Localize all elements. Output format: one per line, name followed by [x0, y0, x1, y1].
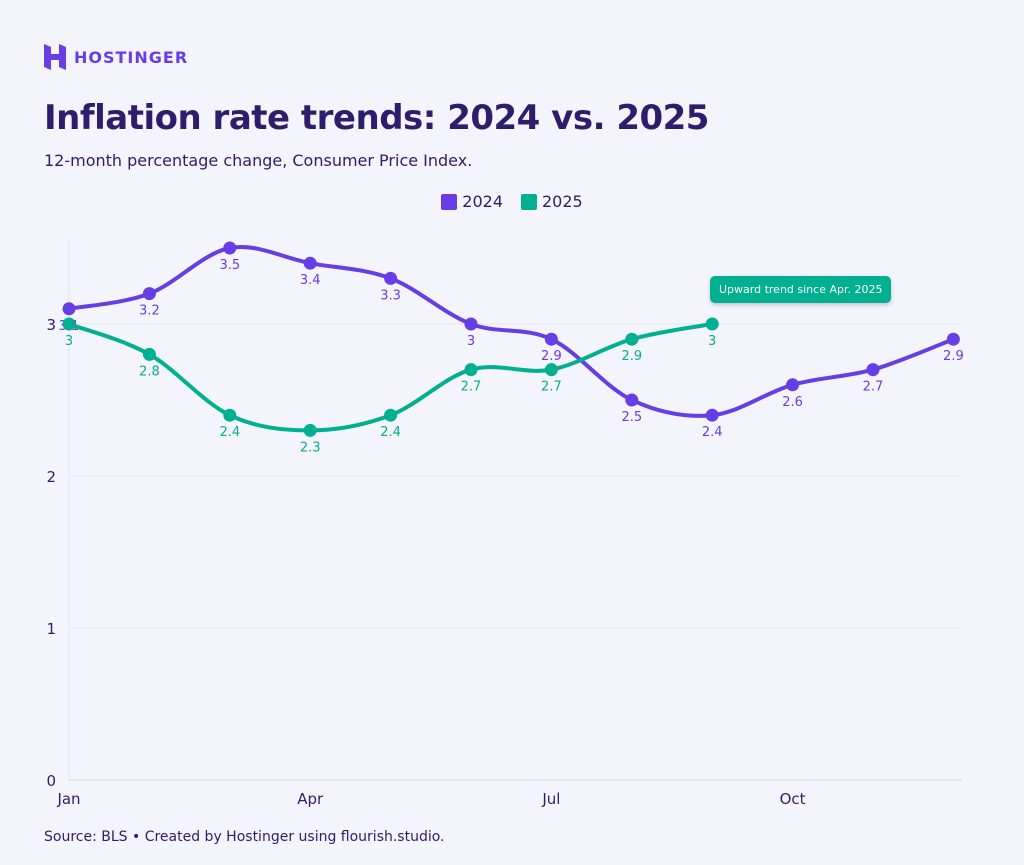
hostinger-logo-icon: [44, 44, 66, 70]
data-label: 2.4: [219, 425, 240, 440]
data-label: 2.9: [943, 349, 964, 364]
x-tick-label: Oct: [780, 790, 806, 808]
data-point: [544, 332, 558, 346]
data-point: [223, 408, 237, 422]
data-point: [705, 317, 719, 331]
data-label: 3: [467, 334, 475, 349]
data-point: [303, 256, 317, 270]
legend-label: 2025: [542, 192, 583, 211]
data-point: [625, 393, 639, 407]
data-label: 2.9: [621, 349, 642, 364]
legend-label: 2024: [462, 192, 503, 211]
legend-swatch: [521, 193, 537, 210]
legend-swatch: [441, 193, 458, 210]
legend: 2024 2025: [0, 192, 1024, 211]
data-label: 2.9: [541, 349, 562, 364]
series-line-2024: [68, 245, 955, 418]
legend-item-2024[interactable]: 2024: [441, 192, 503, 211]
data-point: [946, 332, 960, 346]
data-label: 3: [708, 334, 716, 349]
data-point: [62, 317, 76, 331]
data-point: [384, 271, 398, 285]
data-label: 2.7: [863, 380, 884, 395]
data-point: [464, 363, 478, 377]
data-label: 2.3: [300, 440, 321, 455]
legend-item-2025[interactable]: 2025: [521, 192, 583, 211]
data-point: [223, 241, 237, 255]
data-label: 2.4: [702, 425, 723, 440]
brand-name: HOSTINGER: [74, 47, 189, 67]
data-point: [384, 408, 398, 422]
data-point: [303, 423, 317, 437]
data-label: 2.7: [541, 380, 562, 395]
brand-logo: HOSTINGER: [44, 44, 188, 70]
data-point: [62, 302, 76, 316]
data-label: 2.5: [621, 410, 642, 425]
data-point: [544, 363, 558, 377]
source-footer: Source: BLS • Created by Hostinger using…: [44, 829, 445, 845]
data-label: 3.2: [139, 304, 160, 319]
data-point: [464, 317, 478, 331]
data-label: 3: [65, 334, 73, 349]
data-label: 3.5: [219, 258, 240, 273]
data-point: [786, 378, 800, 392]
data-point: [866, 363, 880, 377]
data-point: [142, 287, 156, 301]
y-tick-label: 2: [46, 468, 56, 486]
data-label: 2.8: [139, 364, 160, 379]
data-point: [142, 347, 156, 361]
y-tick-label: 1: [46, 620, 56, 638]
y-tick-label: 0: [46, 772, 56, 790]
x-tick-label: Jul: [541, 790, 560, 808]
data-label: 2.4: [380, 425, 401, 440]
data-label: 3.3: [380, 288, 401, 303]
x-tick-label: Jan: [56, 790, 80, 808]
annotation-tooltip: Upward trend since Apr. 2025: [710, 276, 892, 303]
data-label: 3.4: [300, 273, 321, 288]
page-title: Inflation rate trends: 2024 vs. 2025: [44, 98, 709, 138]
data-point: [625, 332, 639, 346]
subtitle: 12-month percentage change, Consumer Pri…: [44, 151, 473, 170]
x-tick-label: Apr: [297, 790, 324, 808]
data-label: 2.6: [782, 395, 803, 410]
data-label: 2.7: [461, 380, 482, 395]
y-tick-label: 3: [46, 316, 56, 334]
data-point: [705, 408, 719, 422]
